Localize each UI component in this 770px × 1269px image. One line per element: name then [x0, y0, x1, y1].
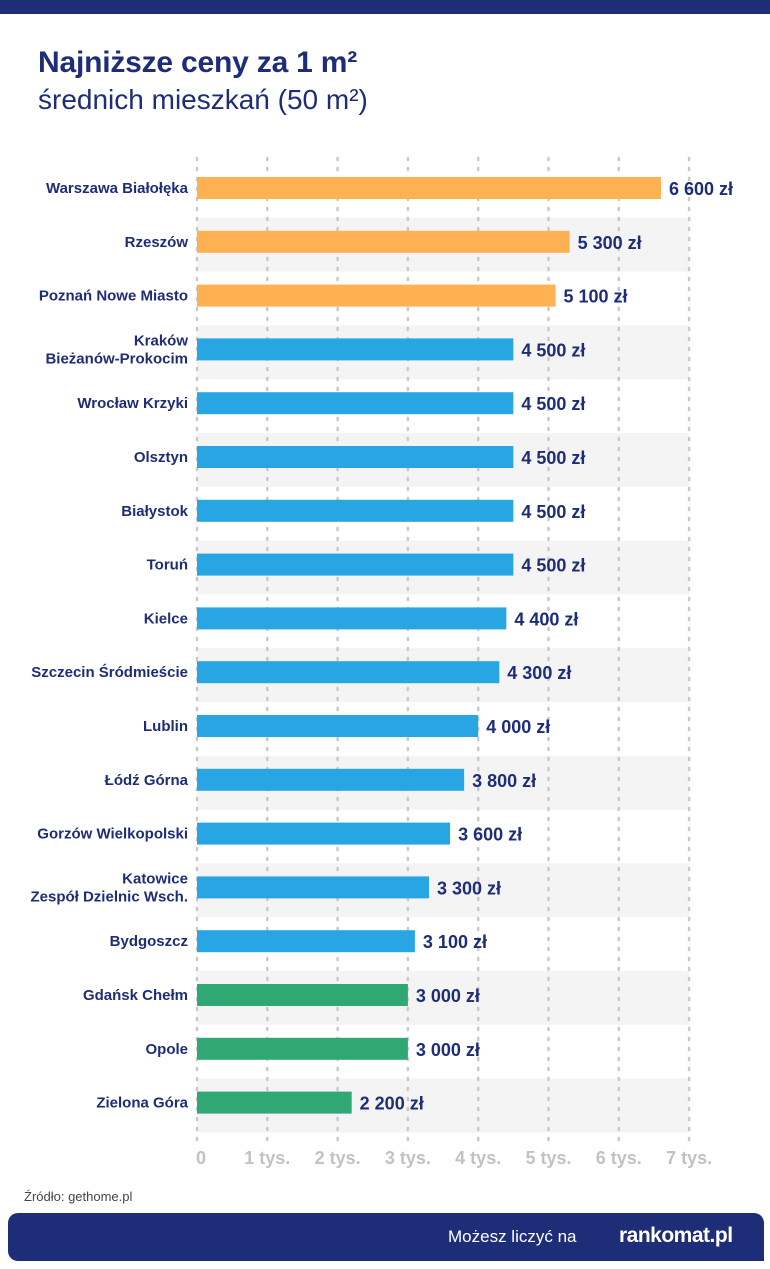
top-accent-bar — [0, 0, 770, 14]
category-label: Olsztyn — [134, 449, 188, 466]
chart-subtitle: średnich mieszkań (50 m²) — [38, 84, 368, 115]
category-label: Gorzów Wielkopolski — [37, 826, 188, 843]
category-label: Katowice Zespół Dzielnic Wsch. — [30, 870, 188, 905]
bar — [197, 876, 429, 899]
brand-logo[interactable]: rankomat.pl — [619, 1224, 733, 1247]
data-label: 3 800 zł — [472, 771, 536, 791]
bar — [197, 446, 514, 468]
x-tick-label: 6 tys. — [596, 1148, 642, 1168]
category-label: Rzeszów — [125, 234, 189, 251]
data-label: 5 300 zł — [578, 233, 642, 253]
bar — [197, 661, 500, 684]
category-label: Łódź Górna — [105, 772, 189, 789]
data-label: 3 300 zł — [437, 878, 501, 898]
category-label: Szczecin Śródmieście — [31, 663, 188, 681]
category-label: Białystok — [121, 503, 188, 520]
data-label: 4 400 zł — [514, 609, 578, 629]
data-label: 3 100 zł — [423, 932, 487, 952]
data-label: 3 600 zł — [458, 825, 522, 845]
category-label: Lublin — [143, 718, 188, 735]
x-tick-label: 1 tys. — [244, 1148, 290, 1168]
category-label: Wrocław Krzyki — [77, 395, 188, 412]
x-tick-label: 3 tys. — [385, 1148, 431, 1168]
data-label: 4 500 zł — [521, 394, 585, 414]
category-label: Kielce — [144, 610, 188, 627]
data-label: 4 500 zł — [521, 448, 585, 468]
bar — [197, 392, 514, 415]
category-label: Poznań Nowe Miasto — [39, 288, 188, 305]
data-label: 3 000 zł — [416, 986, 480, 1006]
bar — [197, 607, 507, 630]
data-label: 4 500 zł — [521, 556, 585, 576]
bar — [197, 553, 514, 576]
bar — [197, 499, 514, 522]
bar — [197, 1037, 408, 1060]
category-label: Warszawa Białołęka — [46, 180, 189, 197]
category-label: Bydgoszcz — [110, 933, 188, 950]
x-tick-label: 2 tys. — [315, 1148, 361, 1168]
data-label: 5 100 zł — [564, 287, 628, 307]
source-note: Źródło: gethome.pl — [24, 1189, 133, 1204]
bar — [197, 930, 415, 953]
data-label: 3 000 zł — [416, 1040, 480, 1060]
bar — [197, 230, 570, 253]
x-tick-label: 0 — [196, 1148, 206, 1168]
bar — [197, 338, 514, 361]
bar — [197, 715, 479, 737]
data-label: 4 500 zł — [521, 502, 585, 522]
data-label: 4 500 zł — [521, 340, 585, 360]
category-label: Kraków Bieżanów-Prokocim — [45, 332, 188, 367]
x-tick-label: 5 tys. — [525, 1148, 571, 1168]
data-label: 4 300 zł — [507, 663, 571, 683]
category-label: Zielona Góra — [96, 1095, 188, 1112]
chart-title: Najniższe ceny za 1 m² — [38, 46, 358, 79]
category-label: Opole — [145, 1041, 188, 1058]
bar — [197, 177, 661, 199]
bar-chart: Warszawa Białołęka 6 600 zł Rzeszów 5 300 z… — [30, 156, 733, 1168]
bar — [197, 284, 556, 307]
x-tick-label: 7 tys. — [666, 1148, 712, 1168]
data-label: 4 000 zł — [486, 717, 550, 737]
bar — [197, 1091, 352, 1114]
footer-tagline: Możesz liczyć na — [448, 1227, 577, 1246]
bar — [197, 984, 408, 1006]
bar — [197, 768, 465, 791]
category-label: Toruń — [147, 557, 188, 574]
x-tick-label: 4 tys. — [455, 1148, 501, 1168]
bar — [197, 822, 451, 845]
data-label: 6 600 zł — [669, 179, 733, 199]
category-label: Gdańsk Chełm — [83, 987, 188, 1004]
footer-bar — [8, 1213, 764, 1261]
data-label: 2 200 zł — [360, 1094, 424, 1114]
